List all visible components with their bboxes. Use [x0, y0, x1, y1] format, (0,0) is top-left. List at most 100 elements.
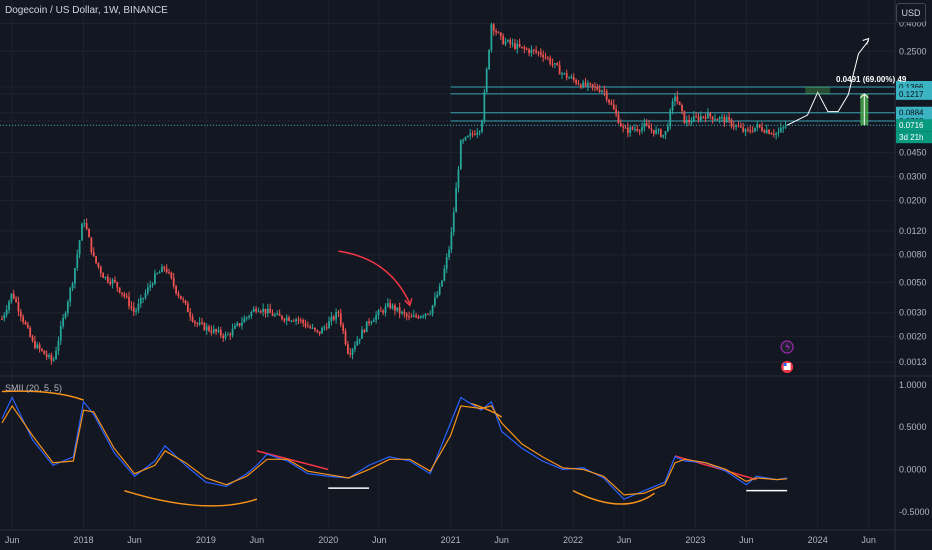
candle-body — [314, 327, 316, 330]
candle-body — [269, 308, 272, 313]
candle-body — [636, 129, 639, 131]
price-axis-label: 0.2500 — [899, 46, 927, 56]
price-axis-label: 0.0450 — [899, 148, 927, 158]
candle-body — [358, 338, 361, 341]
candle-body — [544, 57, 547, 59]
candle-body — [528, 49, 530, 54]
candle-body — [389, 303, 392, 309]
candle-body — [257, 311, 260, 313]
projection-path — [786, 40, 870, 126]
candle-body — [64, 313, 67, 318]
currency-button[interactable]: USD — [896, 3, 926, 23]
candle-body — [238, 323, 241, 326]
candle-body — [386, 303, 389, 307]
candle-body — [283, 319, 286, 321]
candle-body — [205, 326, 208, 331]
price-axis-label: 0.0020 — [899, 332, 927, 342]
candle-body — [542, 54, 545, 58]
candle-body — [111, 279, 114, 284]
candle-body — [551, 63, 554, 65]
candle-body — [144, 293, 147, 298]
candle-body — [761, 126, 763, 131]
candle-body — [570, 77, 573, 79]
candle-body — [154, 273, 156, 285]
candle-body — [634, 129, 636, 131]
candle-body — [59, 326, 62, 341]
candle-body — [659, 129, 662, 137]
candle-body — [441, 280, 443, 287]
candle-body — [45, 354, 48, 357]
candle-body — [626, 127, 629, 133]
price-level-label: 0.0716 — [899, 121, 924, 130]
candle-body — [316, 329, 319, 332]
countdown-label: 3d 21h — [899, 133, 923, 142]
candle-body — [55, 350, 57, 360]
candle-body — [186, 303, 189, 313]
candle-body — [66, 301, 69, 314]
smii-indicator — [1, 396, 788, 500]
candle-body — [422, 315, 425, 317]
candle-body — [321, 328, 323, 334]
candle-body — [495, 30, 498, 33]
candle-body — [643, 123, 646, 128]
candle-body — [671, 101, 674, 111]
candle-body — [248, 316, 250, 318]
candle-body — [410, 316, 413, 318]
candle-body — [476, 132, 479, 135]
candle-body — [241, 322, 243, 326]
candle-body — [424, 313, 427, 316]
candle-body — [426, 313, 429, 315]
candle-body — [664, 131, 667, 135]
symbol-title: Dogecoin / US Dollar, 1W, BINANCE — [5, 5, 168, 16]
candle-body — [196, 323, 199, 325]
candle-body — [735, 125, 738, 127]
candle-body — [328, 321, 330, 329]
candle-body — [718, 117, 721, 120]
time-axis-label: Jun — [861, 535, 876, 545]
candle-body — [746, 129, 749, 131]
candle-body — [99, 267, 102, 274]
candle-body — [725, 117, 728, 123]
candle-body — [704, 116, 707, 119]
candle-body — [22, 316, 25, 322]
candle-body — [219, 330, 222, 336]
candle-body — [290, 320, 293, 322]
target-box — [805, 86, 831, 95]
candle-body — [398, 307, 401, 314]
candle-body — [379, 310, 382, 312]
red-curved-arrow — [338, 250, 411, 304]
candle-body — [354, 345, 356, 350]
candle-body — [450, 232, 453, 250]
candle-body — [737, 125, 740, 127]
event-icons[interactable] — [780, 340, 794, 373]
candle-body — [697, 116, 700, 121]
candle-body — [610, 102, 613, 105]
candle-body — [521, 46, 523, 48]
candle-body — [146, 287, 149, 294]
measure-arrow — [859, 93, 869, 126]
candle-body — [76, 254, 79, 269]
candle-body — [106, 276, 109, 282]
candle-body — [222, 335, 225, 338]
red-divergence-arrow — [256, 450, 329, 471]
candle-body — [419, 316, 422, 318]
candle-body — [29, 327, 32, 337]
candle-body — [78, 240, 81, 255]
candle-body — [15, 298, 17, 303]
candle-body — [250, 311, 253, 317]
candle-body — [459, 140, 462, 170]
candle-body — [777, 131, 780, 134]
candle-body — [669, 110, 672, 127]
candle-body — [563, 73, 566, 75]
candle-body — [337, 312, 340, 314]
candle-body — [756, 124, 759, 128]
candle-body — [782, 127, 785, 129]
candle-body — [655, 129, 658, 134]
candle-body — [763, 130, 766, 133]
candle-body — [779, 128, 782, 132]
candle-body — [165, 268, 168, 273]
candle-body — [775, 133, 778, 135]
candle-body — [203, 323, 206, 331]
candle-body — [172, 278, 175, 286]
